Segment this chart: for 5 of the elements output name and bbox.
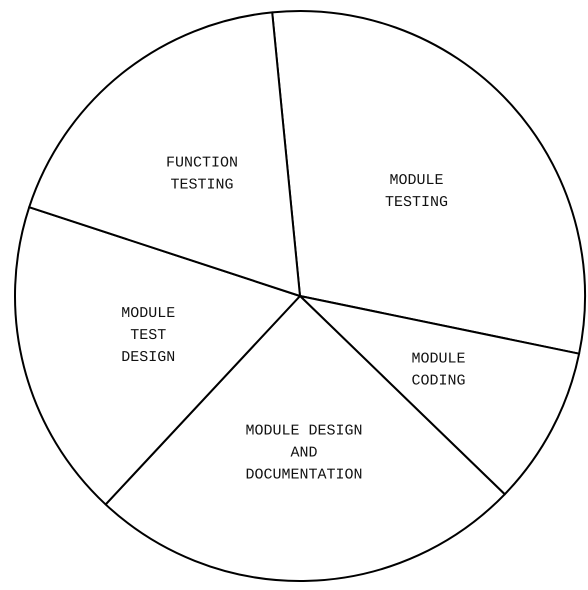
slice-label: MODULE DESIGN AND DOCUMENTATION (245, 422, 363, 484)
slice-label: MODULE TEST DESIGN (121, 305, 176, 366)
slice-label: MODULE TESTING (385, 172, 448, 212)
slice-label: FUNCTION TESTING (166, 154, 238, 194)
slice-label: MODULE CODING (412, 350, 466, 390)
